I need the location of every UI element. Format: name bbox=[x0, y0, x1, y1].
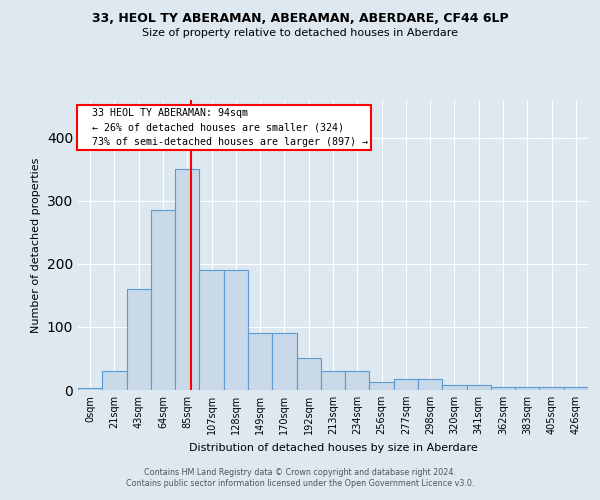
Bar bbox=[248, 334, 272, 390]
Text: Size of property relative to detached houses in Aberdare: Size of property relative to detached ho… bbox=[142, 28, 458, 38]
Bar bbox=[564, 388, 588, 390]
Bar bbox=[296, 358, 321, 390]
Bar bbox=[418, 378, 442, 390]
Bar bbox=[127, 289, 151, 390]
Bar bbox=[224, 270, 248, 390]
X-axis label: Distribution of detached houses by size in Aberdare: Distribution of detached houses by size … bbox=[188, 442, 478, 452]
Text: Contains HM Land Registry data © Crown copyright and database right 2024.
Contai: Contains HM Land Registry data © Crown c… bbox=[126, 468, 474, 487]
Bar bbox=[515, 387, 539, 390]
Text: 33 HEOL TY ABERAMAN: 94sqm
  ← 26% of detached houses are smaller (324)
  73% of: 33 HEOL TY ABERAMAN: 94sqm ← 26% of deta… bbox=[80, 108, 368, 147]
Bar bbox=[394, 378, 418, 390]
Bar bbox=[78, 388, 102, 390]
Text: 33, HEOL TY ABERAMAN, ABERAMAN, ABERDARE, CF44 6LP: 33, HEOL TY ABERAMAN, ABERAMAN, ABERDARE… bbox=[92, 12, 508, 26]
Bar bbox=[199, 270, 224, 390]
Bar bbox=[272, 334, 296, 390]
Bar bbox=[345, 371, 370, 390]
Bar bbox=[491, 387, 515, 390]
Bar bbox=[370, 382, 394, 390]
Bar bbox=[175, 170, 199, 390]
Bar bbox=[151, 210, 175, 390]
Bar bbox=[321, 371, 345, 390]
Bar bbox=[102, 371, 127, 390]
Y-axis label: Number of detached properties: Number of detached properties bbox=[31, 158, 41, 332]
Bar bbox=[467, 385, 491, 390]
Bar bbox=[539, 387, 564, 390]
Bar bbox=[442, 385, 467, 390]
